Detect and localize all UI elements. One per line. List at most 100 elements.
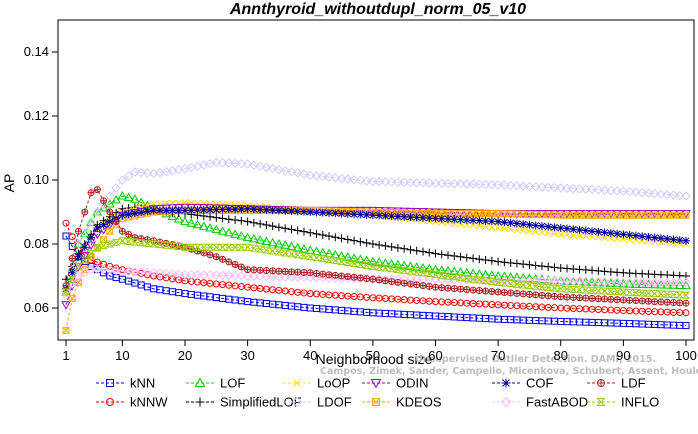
data-point xyxy=(606,229,615,238)
data-point xyxy=(455,179,466,189)
data-point xyxy=(180,243,190,251)
data-point xyxy=(306,208,315,216)
data-point xyxy=(513,290,521,297)
data-point xyxy=(668,210,679,219)
data-point xyxy=(106,208,114,216)
data-point xyxy=(268,247,277,255)
data-point xyxy=(199,205,208,214)
data-point xyxy=(431,214,440,223)
data-point xyxy=(237,204,246,213)
data-point xyxy=(519,260,528,269)
data-point xyxy=(569,285,578,293)
data-point xyxy=(682,299,690,307)
data-point xyxy=(192,219,203,229)
data-point xyxy=(237,243,246,251)
data-point xyxy=(205,222,215,232)
data-point xyxy=(637,187,647,198)
data-point xyxy=(356,260,365,268)
data-point xyxy=(368,240,377,248)
data-point xyxy=(118,227,126,235)
data-point xyxy=(274,206,283,215)
data-point xyxy=(375,276,383,284)
data-point xyxy=(531,221,540,230)
data-point xyxy=(255,161,265,171)
data-point xyxy=(143,239,152,247)
data-point xyxy=(469,254,478,263)
data-point xyxy=(86,250,96,258)
data-point xyxy=(312,254,321,262)
data-point xyxy=(225,258,233,266)
data-point xyxy=(174,269,184,279)
data-point xyxy=(117,175,128,185)
data-point xyxy=(92,264,103,275)
data-point xyxy=(368,262,378,270)
data-point xyxy=(92,207,103,217)
data-point xyxy=(99,242,108,250)
data-point xyxy=(637,210,648,219)
data-point xyxy=(487,256,496,265)
data-point xyxy=(581,286,591,294)
legend-label: LDF xyxy=(621,376,646,391)
data-point xyxy=(86,217,96,227)
data-point xyxy=(173,214,184,223)
data-point xyxy=(87,189,95,197)
data-point xyxy=(475,276,484,284)
data-point xyxy=(256,219,265,228)
data-point xyxy=(223,227,234,237)
data-point xyxy=(443,178,453,189)
data-point xyxy=(137,281,145,289)
data-point xyxy=(243,243,252,251)
data-point xyxy=(450,285,458,293)
data-point xyxy=(631,289,641,297)
data-point xyxy=(180,216,190,226)
data-point xyxy=(380,258,391,267)
data-point xyxy=(406,267,415,275)
data-point xyxy=(137,208,146,217)
data-point xyxy=(507,225,514,233)
data-point xyxy=(469,286,477,294)
legend-item-kdeos: KDEOS xyxy=(362,395,442,410)
legend-item-lof: LOF xyxy=(186,376,245,391)
data-point xyxy=(236,271,247,281)
data-point xyxy=(274,248,284,256)
data-point xyxy=(212,253,220,261)
data-point xyxy=(618,186,629,196)
data-point xyxy=(549,275,560,284)
data-point xyxy=(230,270,240,281)
data-point xyxy=(250,266,258,274)
data-point xyxy=(311,273,322,283)
data-point xyxy=(455,275,466,285)
data-point xyxy=(505,180,516,191)
data-point xyxy=(607,234,615,242)
data-point xyxy=(68,254,76,262)
data-point xyxy=(475,255,484,264)
data-point xyxy=(118,211,127,220)
data-point xyxy=(149,206,158,215)
data-point xyxy=(168,206,177,215)
series-fastabod xyxy=(61,264,691,297)
data-point xyxy=(106,227,114,235)
y-tick-label: 0.08 xyxy=(24,236,49,251)
data-point xyxy=(562,183,572,194)
data-point xyxy=(87,233,96,242)
legend-item-ldf: LDF xyxy=(587,376,646,391)
data-point xyxy=(494,257,503,266)
data-point xyxy=(331,257,340,265)
data-point xyxy=(387,212,396,221)
data-point xyxy=(230,243,240,251)
data-point xyxy=(424,208,435,217)
data-point xyxy=(68,275,77,283)
data-point xyxy=(619,288,628,296)
data-point xyxy=(524,276,535,286)
legend-marker xyxy=(291,396,303,408)
data-point xyxy=(124,237,133,245)
data-point xyxy=(594,295,602,303)
data-point xyxy=(581,226,590,235)
data-point xyxy=(406,280,414,288)
data-point xyxy=(330,173,341,183)
data-point xyxy=(525,220,534,229)
data-point xyxy=(519,220,528,229)
data-point xyxy=(68,268,77,277)
data-point xyxy=(355,254,366,263)
data-point xyxy=(287,225,296,234)
